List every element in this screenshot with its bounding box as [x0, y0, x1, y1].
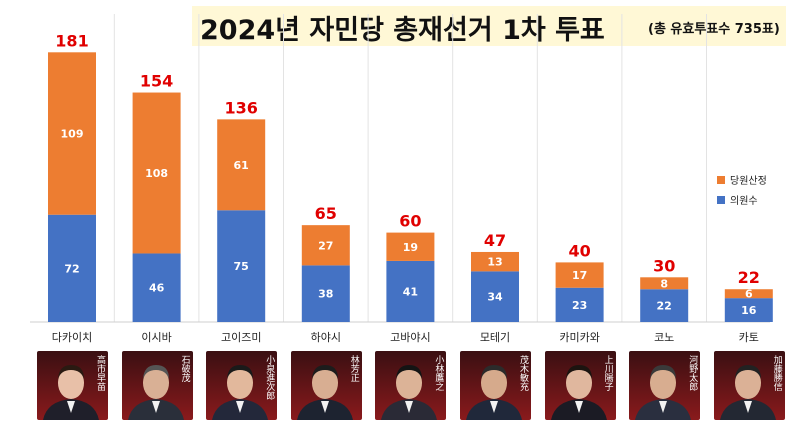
data-label-lawmakers: 72 — [64, 262, 79, 275]
x-tick-label: 카미카와 — [559, 331, 599, 344]
bar-party-members — [217, 119, 266, 211]
bar-party-members — [301, 225, 350, 266]
candidate-name-jp: 上川陽子 — [602, 355, 613, 391]
candidate-name-jp: 高市早苗 — [95, 355, 105, 391]
x-tick-label: 다카이치 — [52, 331, 92, 344]
x-tick-label: 하야시 — [311, 330, 341, 344]
chart-subtitle: (총 유효투표수 735표) — [648, 22, 780, 37]
candidate-photo: 林芳正 — [290, 351, 362, 420]
bar-lawmakers — [301, 265, 350, 322]
data-label-party: 108 — [145, 167, 168, 180]
data-label-total: 47 — [484, 231, 506, 250]
x-tick-label: 코노 — [654, 331, 674, 344]
candidate-name-jp: 小泉進次郎 — [264, 355, 275, 400]
candidate-photo: 上川陽子 — [544, 351, 616, 420]
data-label-total: 30 — [653, 256, 675, 275]
x-tick-label: 고이즈미 — [221, 331, 261, 344]
x-tick-label: 모테기 — [480, 331, 510, 344]
data-label-party: 19 — [403, 241, 418, 254]
data-label-party: 13 — [487, 256, 502, 269]
data-label-lawmakers: 22 — [657, 300, 672, 313]
data-label-lawmakers: 16 — [741, 304, 757, 317]
data-label-total: 154 — [140, 72, 173, 91]
bar-lawmakers — [724, 298, 773, 322]
x-tick-label: 카토 — [739, 331, 759, 344]
data-label-lawmakers: 34 — [487, 291, 503, 304]
bar-party-members — [386, 232, 435, 261]
legend-swatch — [717, 176, 725, 184]
data-label-total: 65 — [315, 204, 337, 223]
bar-lawmakers — [48, 214, 96, 322]
data-label-party: 61 — [234, 159, 249, 172]
candidate-photo: 石破茂 — [121, 351, 193, 420]
legend-label: 당원산정 — [730, 175, 767, 187]
data-label-party: 6 — [745, 288, 753, 301]
title-background — [192, 6, 786, 46]
data-label-total: 60 — [399, 212, 421, 231]
bar-lawmakers — [132, 253, 181, 322]
data-label-total: 40 — [568, 241, 590, 260]
bar-party-members — [555, 262, 604, 288]
data-label-lawmakers: 41 — [403, 285, 418, 298]
bar-party-members — [640, 277, 689, 290]
bar-party-members — [471, 251, 519, 272]
x-tick-label: 고바야시 — [390, 331, 430, 344]
bar-party-members — [132, 92, 181, 254]
data-label-lawmakers: 46 — [149, 282, 165, 295]
candidate-name-jp: 林芳正 — [348, 355, 359, 382]
bar-lawmakers — [217, 210, 266, 322]
data-label-party: 109 — [61, 128, 84, 141]
data-label-lawmakers: 38 — [318, 288, 333, 301]
data-label-lawmakers: 75 — [234, 260, 249, 273]
candidate-photo: 河野太郎 — [629, 351, 701, 420]
data-label-party: 8 — [660, 277, 668, 290]
bar-lawmakers — [471, 271, 519, 322]
bar-party-members — [48, 52, 96, 215]
candidate-name-jp: 小林鷹之 — [433, 355, 444, 391]
candidate-photo: 小林鷹之 — [375, 351, 447, 420]
candidate-name-jp: 石破茂 — [179, 355, 190, 382]
x-tick-label: 이시바 — [141, 331, 171, 344]
data-label-party: 17 — [572, 269, 587, 282]
data-label-lawmakers: 23 — [572, 299, 587, 312]
candidate-photo: 加藤勝信 — [713, 351, 785, 420]
data-label-total: 22 — [738, 268, 760, 287]
candidate-name-jp: 加藤勝信 — [771, 355, 782, 391]
bar-lawmakers — [386, 260, 435, 322]
bar-party-members — [724, 289, 773, 299]
stacked-bar-chart: 72109181다카이치46108154이시바7561136고이즈미382765… — [30, 14, 773, 344]
data-label-total: 136 — [224, 98, 257, 117]
bar-lawmakers — [555, 287, 604, 322]
candidate-name-jp: 茂木敏充 — [518, 355, 528, 391]
data-label-party: 27 — [318, 239, 333, 252]
candidate-name-jp: 河野太郎 — [687, 355, 698, 391]
bar-lawmakers — [640, 289, 689, 322]
candidate-photo: 高市早苗 — [37, 351, 108, 420]
legend-label: 의원수 — [730, 195, 758, 207]
data-label-total: 181 — [55, 31, 88, 50]
candidate-photo: 茂木敏充 — [460, 351, 531, 420]
candidate-photo: 小泉進次郎 — [206, 351, 278, 420]
legend-swatch — [717, 196, 725, 204]
